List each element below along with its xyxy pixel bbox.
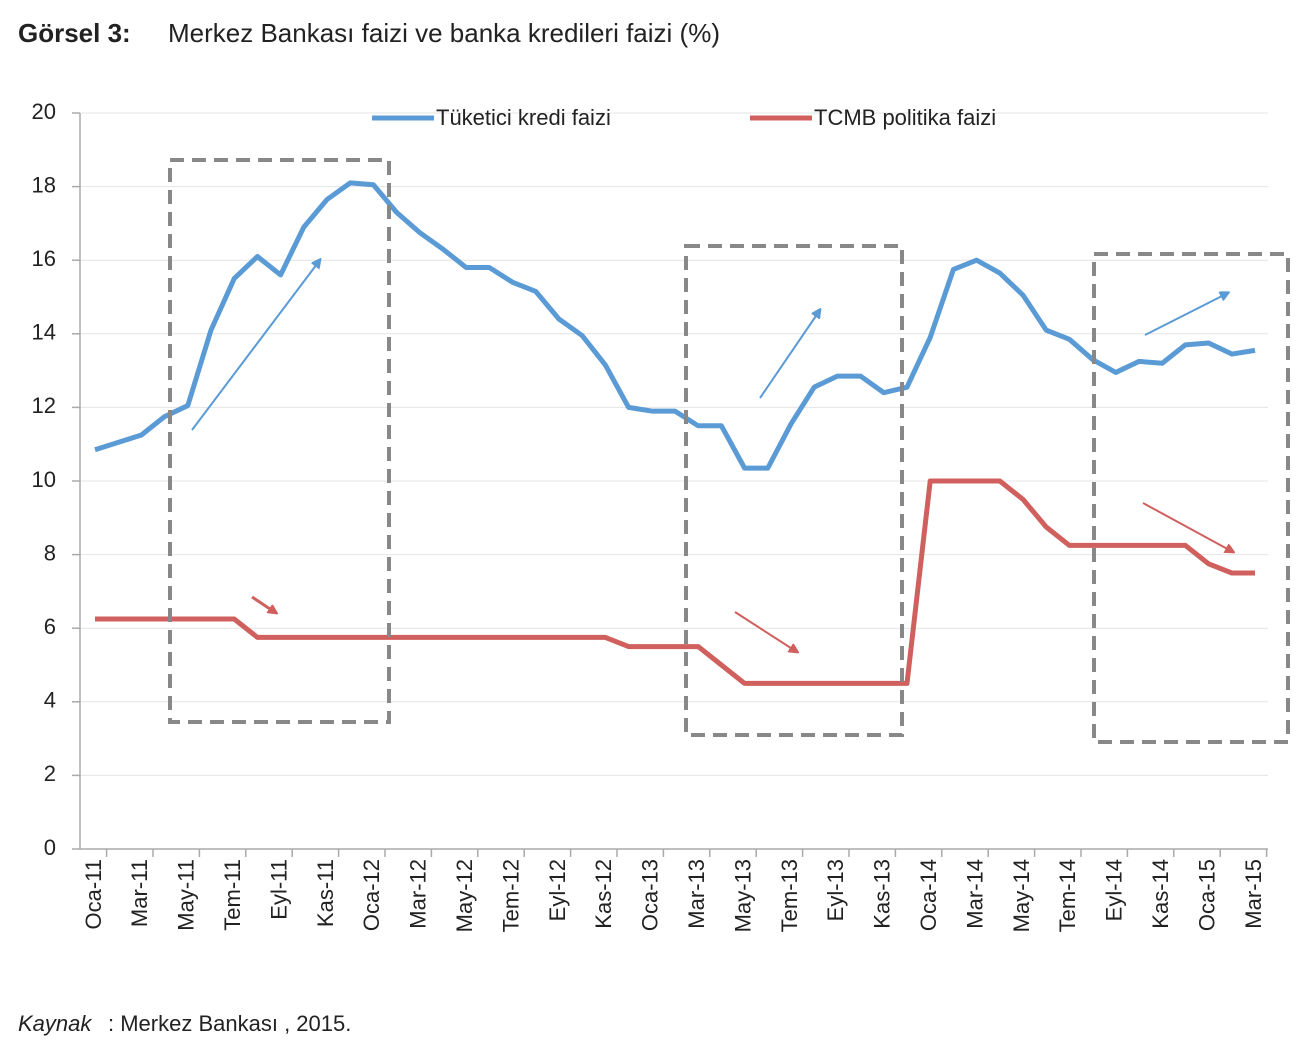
- x-tick-label: Tem-12: [498, 859, 523, 932]
- y-tick-label: 0: [44, 835, 56, 860]
- y-tick-label: 18: [32, 172, 56, 197]
- y-tick-label: 4: [44, 688, 56, 713]
- x-tick-label: Mar-15: [1241, 859, 1266, 929]
- x-tick-label: Oca-13: [638, 859, 663, 931]
- highlight-box: [168, 158, 391, 724]
- highlight-box: [1092, 252, 1290, 744]
- source: : Merkez Bankası , 2015.: [108, 1011, 351, 1036]
- plot-area: 0 2 4 6 8 10 12 14 16 18 20 Oca-11 Mar-11 May-11 Tem-1…: [32, 99, 1268, 932]
- trend-arrow: [734, 611, 797, 652]
- x-tick-label: Kas-11: [313, 859, 338, 927]
- y-tick-label: 12: [32, 393, 56, 418]
- legend-label: TCMB politika faizi: [814, 105, 996, 130]
- x-tick-label: Eyl-13: [823, 859, 848, 921]
- x-tick-label: May-12: [452, 859, 477, 932]
- annotations: [168, 158, 1290, 744]
- x-tick-label: Tem-14: [1055, 859, 1080, 932]
- chart-title-prefix: Görsel 3:: [18, 18, 131, 48]
- trend-arrow: [191, 260, 320, 431]
- x-tick-label: Oca-15: [1194, 859, 1219, 931]
- trend-arrow: [759, 310, 820, 399]
- x-tick-label: Mar-12: [406, 859, 431, 929]
- x-tick-label: Oca-11: [81, 859, 106, 930]
- x-tick-label: Oca-12: [359, 859, 384, 931]
- x-tick-label: Tem-13: [777, 859, 802, 932]
- y-tick-label: 2: [44, 761, 56, 786]
- y-tick-label: 14: [32, 320, 56, 345]
- x-tick-label: Kas-14: [1148, 859, 1173, 929]
- legend-label: Tüketici kredi faizi: [436, 105, 611, 130]
- trend-arrow: [1144, 293, 1228, 336]
- x-tick-label: May-11: [174, 859, 199, 931]
- y-tick-label: 10: [32, 467, 56, 492]
- chart-title: Merkez Bankası faizi ve banka kredileri …: [168, 18, 720, 48]
- trend-arrow: [1142, 502, 1233, 552]
- y-tick-label: 16: [32, 246, 56, 271]
- y-tick-label: 8: [44, 540, 56, 565]
- y-tick-label: 20: [32, 99, 56, 124]
- trend-arrow: [251, 595, 276, 613]
- x-tick-label: Mar-13: [684, 859, 709, 929]
- x-tick-label: Eyl-12: [545, 859, 570, 921]
- x-tick-label: May-14: [1009, 859, 1034, 932]
- x-tick-label: Oca-14: [916, 859, 941, 931]
- x-tick-label: May-13: [730, 859, 755, 932]
- x-tick-label: Mar-14: [962, 859, 987, 929]
- source-label: Kaynak: [18, 1011, 92, 1036]
- series-line: [94, 180, 1256, 471]
- x-tick-label: Kas-12: [591, 859, 616, 929]
- x-tick-label: Eyl-14: [1102, 859, 1127, 921]
- x-tick-label: Kas-13: [870, 859, 895, 929]
- x-tick-label: Tem-11: [220, 859, 245, 931]
- x-tick-label: Mar-11: [127, 859, 152, 927]
- y-tick-label: 6: [44, 614, 56, 639]
- series-line: [95, 478, 1255, 686]
- x-tick-label: Eyl-11: [266, 859, 291, 920]
